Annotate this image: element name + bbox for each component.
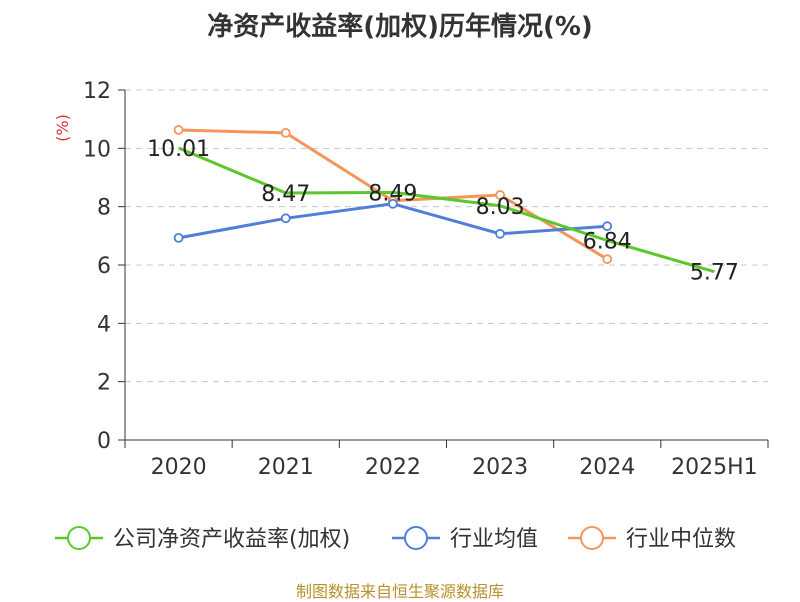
y-tick-label: 2	[97, 371, 111, 396]
series-point-2	[495, 190, 505, 200]
data-source-note: 制图数据来自恒生聚源数据库	[295, 582, 504, 601]
series-point-2	[173, 125, 184, 135]
data-label: 6.84	[583, 230, 632, 255]
x-tick-label: 2022	[365, 455, 421, 480]
series-point-2	[280, 127, 291, 138]
legend-marker	[67, 526, 91, 550]
chart-title: 净资产收益率(加权)历年情况(%)	[207, 12, 593, 42]
data-label: 10.01	[147, 137, 210, 162]
x-tick-label: 2023	[472, 455, 528, 480]
y-axis-unit-label: (%)	[53, 114, 72, 142]
data-label: 8.03	[476, 195, 525, 220]
data-label: 8.49	[368, 181, 417, 206]
y-tick-label: 12	[83, 79, 111, 104]
legend-label: 行业中位数	[626, 527, 736, 552]
y-tick-label: 6	[97, 254, 111, 279]
series-point-1	[602, 221, 613, 232]
series-line-0	[178, 146, 715, 274]
x-tick-label: 2021	[258, 455, 314, 480]
legend-marker	[404, 526, 428, 550]
series-point-1	[388, 198, 398, 209]
series-point-1	[495, 228, 505, 239]
series-point-1	[280, 213, 291, 224]
legend-label: 公司净资产收益率(加权)	[113, 527, 350, 552]
data-label: 5.77	[690, 261, 739, 286]
x-tick-label: 2020	[151, 455, 207, 480]
y-tick-label: 0	[97, 429, 111, 454]
x-tick-label: 2024	[579, 455, 635, 480]
y-tick-label: 10	[83, 137, 111, 162]
series-point-1	[173, 232, 184, 243]
legend-marker	[580, 526, 604, 550]
y-tick-label: 4	[97, 312, 111, 337]
x-tick-label: 2025H1	[671, 455, 758, 480]
data-label: 8.47	[261, 182, 310, 207]
y-tick-label: 8	[97, 196, 111, 221]
series-point-2	[602, 254, 613, 265]
legend-label: 行业均值	[450, 527, 538, 552]
